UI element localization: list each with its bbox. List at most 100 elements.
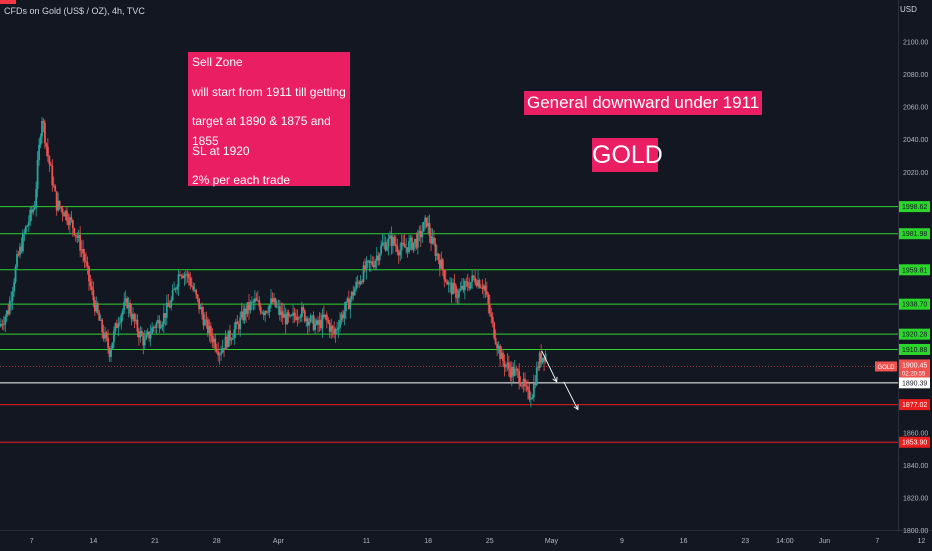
candle-body xyxy=(540,352,543,363)
candle-body xyxy=(325,314,328,320)
candle-body xyxy=(51,165,54,185)
candle-body xyxy=(358,282,361,285)
candle-body xyxy=(421,231,424,238)
candle-body xyxy=(76,235,79,238)
time-axis[interactable] xyxy=(0,530,932,551)
candle-body xyxy=(525,385,528,387)
candle-body xyxy=(290,315,293,317)
candle-body xyxy=(380,245,383,255)
candle-body xyxy=(19,246,21,256)
candle-body xyxy=(273,298,275,303)
candle-body xyxy=(491,316,494,323)
candle-body xyxy=(292,312,294,316)
candle-body xyxy=(436,253,438,256)
candle-body xyxy=(262,312,265,316)
candle-body xyxy=(330,326,333,332)
candle-body xyxy=(151,327,154,335)
candle-body xyxy=(485,291,488,295)
candle-body xyxy=(412,242,415,250)
candle-body xyxy=(406,247,409,253)
candle-body xyxy=(226,336,228,348)
candle-body xyxy=(378,254,381,261)
candle-body xyxy=(321,314,324,329)
candle-body xyxy=(430,235,432,244)
candle-body xyxy=(177,274,180,287)
candle-body xyxy=(220,352,223,355)
candle-body xyxy=(418,230,421,234)
candle-body xyxy=(308,321,311,326)
candle-body xyxy=(46,146,49,157)
candle-body xyxy=(231,338,234,340)
candle-body xyxy=(118,322,121,324)
candle-body xyxy=(409,237,412,242)
candle-body xyxy=(371,261,374,265)
candle-body xyxy=(529,398,532,400)
candle-body xyxy=(237,324,240,330)
candle-body xyxy=(293,312,296,317)
candle-body xyxy=(161,324,164,327)
asset-label: GOLD xyxy=(592,138,663,172)
candle-body xyxy=(89,281,92,287)
candle-body xyxy=(174,288,177,290)
candle-body xyxy=(251,301,253,303)
candle-body xyxy=(0,323,2,327)
candle-body xyxy=(399,250,402,256)
candle-body xyxy=(361,281,363,282)
candle-body xyxy=(86,262,89,267)
candle-body xyxy=(98,313,101,321)
candle-body xyxy=(441,259,444,270)
candle-body xyxy=(519,382,522,386)
candle-body xyxy=(538,352,541,368)
candle-body xyxy=(352,291,355,296)
candle-body xyxy=(322,314,325,318)
candle-body xyxy=(115,323,118,328)
candle-body xyxy=(515,368,518,370)
candle-body xyxy=(528,390,531,400)
candle-body xyxy=(466,281,469,287)
candle-body xyxy=(227,330,230,348)
arrow-line xyxy=(541,350,558,383)
candle-body xyxy=(223,348,225,350)
candle-body xyxy=(135,319,137,322)
candle-body xyxy=(71,220,74,229)
candle-body xyxy=(286,312,289,325)
candle-body xyxy=(136,319,139,332)
candle-body xyxy=(311,315,314,317)
candle-body xyxy=(295,316,297,320)
candle-body xyxy=(337,327,340,329)
candle-body xyxy=(438,259,441,269)
candle-body xyxy=(139,331,142,338)
candle-body xyxy=(39,136,42,145)
candle-body xyxy=(209,325,212,336)
candle-body xyxy=(68,217,71,226)
candle-body xyxy=(334,329,337,335)
candle-body xyxy=(212,338,215,343)
candle-body xyxy=(271,298,274,303)
candle-body xyxy=(346,298,349,302)
candle-body xyxy=(211,335,214,343)
candle-body xyxy=(374,260,377,268)
price-axis[interactable] xyxy=(898,0,932,530)
alert-flag xyxy=(0,0,16,4)
candle-body xyxy=(240,311,243,318)
candle-body xyxy=(24,226,27,233)
candle-body xyxy=(459,288,462,291)
candle-body xyxy=(38,144,40,161)
candle-body xyxy=(350,291,353,300)
candle-body xyxy=(236,321,239,325)
note-line: Sell Zone xyxy=(192,55,243,69)
candle-body xyxy=(35,189,38,209)
candle-body xyxy=(234,321,237,330)
candle-body xyxy=(127,302,130,309)
candle-body xyxy=(309,315,312,322)
candle-body xyxy=(58,200,61,208)
candle-body xyxy=(242,311,245,321)
candle-body xyxy=(27,221,30,226)
candle-body xyxy=(124,298,127,302)
candle-body xyxy=(74,234,77,236)
candle-body xyxy=(88,266,90,282)
candle-body xyxy=(383,242,385,244)
currency-button[interactable]: USD xyxy=(900,5,917,14)
candle-body xyxy=(215,348,218,352)
